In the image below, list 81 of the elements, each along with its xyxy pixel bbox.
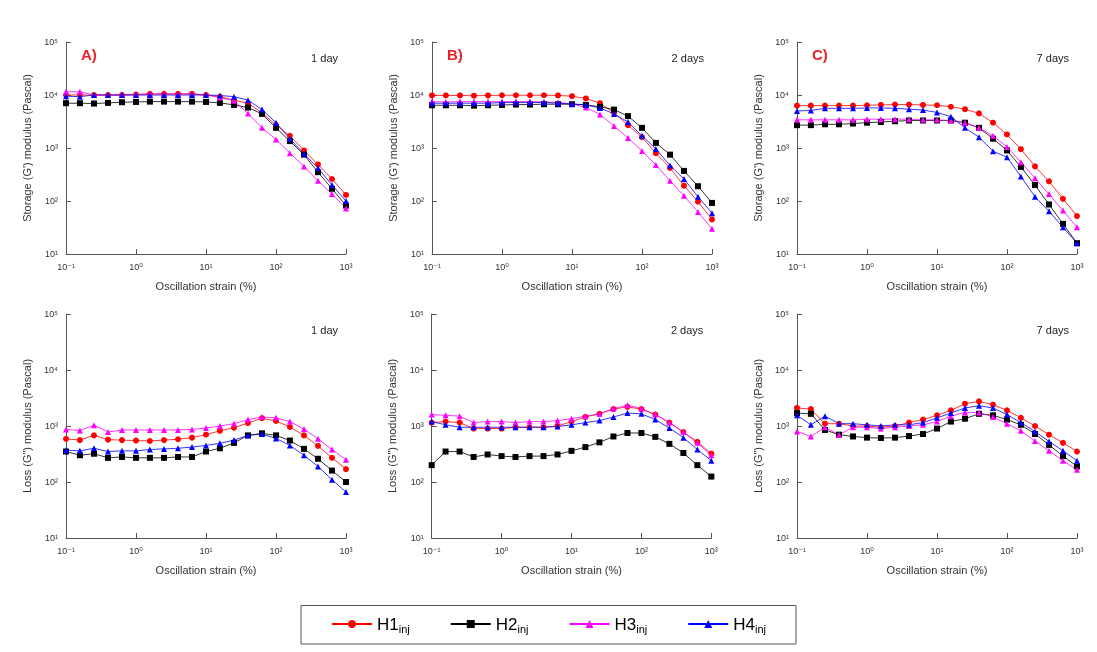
x-tick-label: 10² — [1000, 545, 1014, 556]
annotation: 7 days — [1036, 51, 1070, 64]
x-tick-label: 10¹ — [199, 261, 213, 272]
x-tick-label: 10² — [269, 545, 283, 556]
x-tick-label: 10³ — [339, 545, 353, 556]
y-axis-title: Storage (G') modulus (Pascal) — [751, 74, 764, 222]
y-tick-label: 10⁵ — [775, 309, 790, 319]
x-tick-label: 10¹ — [565, 261, 579, 272]
x-axis-title: Oscillation strain (%) — [886, 563, 988, 576]
x-tick-label: 10⁰ — [860, 545, 875, 556]
y-tick-label: 10⁵ — [775, 37, 790, 47]
x-tick-label: 10⁻¹ — [57, 261, 75, 272]
x-tick-label: 10⁻¹ — [57, 545, 75, 556]
y-tick-label: 10¹ — [44, 533, 58, 543]
x-tick-label: 10⁰ — [494, 261, 509, 272]
y-tick-label: 10² — [776, 477, 790, 487]
y-tick-label: 10⁴ — [44, 365, 59, 375]
x-tick-label: 10³ — [1070, 261, 1084, 272]
y-tick-label: 10³ — [776, 143, 790, 153]
x-tick-label: 10⁰ — [860, 261, 875, 272]
chart-title: B) — [446, 46, 463, 63]
x-axis-title: Oscillation strain (%) — [155, 563, 257, 576]
y-tick-label: 10⁵ — [44, 37, 59, 47]
y-tick-label: 10² — [410, 196, 424, 206]
y-axis-title: Loss (G") modulus (Pascal) — [20, 358, 33, 494]
chart-title: C) — [812, 46, 829, 63]
x-tick-label: 10⁰ — [129, 545, 144, 556]
chart-title: A) — [81, 46, 97, 63]
y-tick-label: 10³ — [410, 421, 424, 431]
y-tick-label: 10³ — [44, 421, 58, 431]
y-tick-label: 10⁴ — [775, 90, 790, 100]
x-axis-title: Oscillation strain (%) — [886, 279, 988, 292]
annotation: 7 days — [1036, 323, 1070, 336]
y-tick-label: 10² — [44, 196, 58, 206]
y-tick-label: 10¹ — [776, 249, 790, 259]
y-axis-title: Storage (G') modulus (Pascal) — [20, 74, 33, 222]
y-tick-label: 10⁴ — [409, 365, 424, 375]
x-tick-label: 10¹ — [199, 545, 213, 556]
y-tick-label: 10² — [44, 477, 58, 487]
y-tick-label: 10¹ — [776, 533, 790, 543]
y-tick-label: 10³ — [410, 143, 424, 153]
x-tick-label: 10³ — [704, 545, 718, 556]
x-tick-label: 10³ — [705, 261, 719, 272]
y-tick-label: 10⁵ — [44, 309, 59, 319]
y-tick-label: 10³ — [776, 421, 790, 431]
annotation: 1 day — [311, 51, 339, 64]
y-tick-label: 10³ — [44, 143, 58, 153]
x-axis-title: Oscillation strain (%) — [521, 563, 622, 576]
y-tick-label: 10⁴ — [409, 90, 424, 100]
x-tick-label: 10¹ — [930, 261, 944, 272]
y-axis-title: Loss (G") modulus (Pascal) — [751, 358, 764, 494]
y-tick-label: 10¹ — [410, 533, 424, 543]
x-tick-label: 10⁻¹ — [788, 261, 807, 272]
x-axis-title: Oscillation strain (%) — [155, 279, 257, 292]
x-tick-label: 10⁻¹ — [422, 261, 441, 272]
y-tick-label: 10⁴ — [775, 365, 790, 375]
y-tick-label: 10⁴ — [44, 90, 59, 100]
x-tick-label: 10² — [634, 545, 648, 556]
annotation: 2 days — [671, 51, 705, 64]
y-tick-label: 10¹ — [410, 249, 424, 259]
x-tick-label: 10² — [635, 261, 649, 272]
x-tick-label: 10⁻¹ — [422, 545, 441, 556]
y-axis-title: Loss (G") modulus (Pascal) — [386, 358, 399, 494]
x-tick-label: 10⁻¹ — [788, 545, 807, 556]
x-tick-label: 10⁰ — [129, 261, 144, 272]
x-tick-label: 10¹ — [930, 545, 944, 556]
x-tick-label: 10³ — [339, 261, 353, 272]
x-axis-title: Oscillation strain (%) — [521, 279, 623, 292]
x-tick-label: 10³ — [1070, 545, 1084, 556]
annotation: 2 days — [670, 323, 704, 336]
annotation: 1 day — [311, 323, 339, 336]
y-tick-label: 10⁵ — [409, 309, 424, 319]
y-axis-title: Storage (G') modulus (Pascal) — [386, 74, 399, 222]
y-tick-label: 10² — [776, 196, 790, 206]
x-tick-label: 10² — [269, 261, 283, 272]
x-tick-label: 10¹ — [564, 545, 579, 556]
x-tick-label: 10² — [1000, 261, 1014, 272]
x-tick-label: 10⁰ — [494, 545, 509, 556]
y-tick-label: 10⁵ — [409, 37, 424, 47]
y-tick-label: 10² — [410, 477, 424, 487]
y-tick-label: 10¹ — [44, 249, 58, 259]
